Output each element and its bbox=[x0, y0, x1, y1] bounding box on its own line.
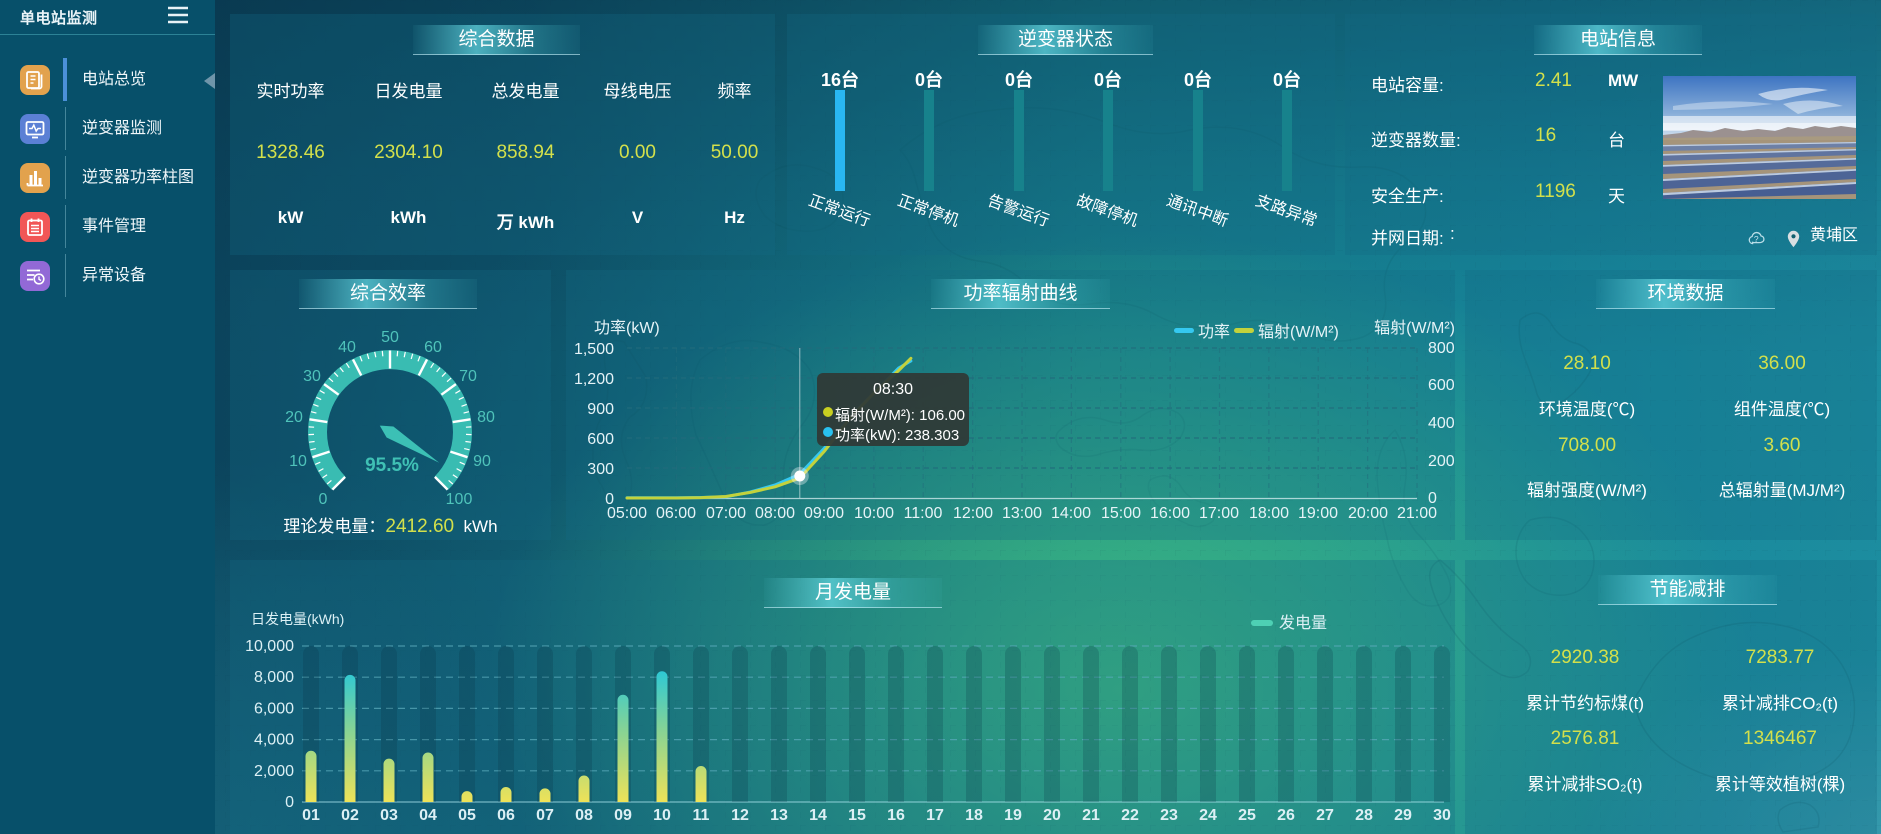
svg-text:04: 04 bbox=[419, 807, 437, 824]
svg-text:0: 0 bbox=[285, 794, 294, 811]
svg-text:09:00: 09:00 bbox=[804, 505, 844, 522]
svg-text:19: 19 bbox=[1004, 807, 1022, 824]
svg-text:30: 30 bbox=[1433, 807, 1451, 824]
svg-text:8,000: 8,000 bbox=[254, 669, 294, 686]
svg-text:300: 300 bbox=[587, 461, 614, 478]
svg-text:07:00: 07:00 bbox=[706, 505, 746, 522]
svg-text:95.5%: 95.5% bbox=[365, 455, 419, 476]
svg-text:13:00: 13:00 bbox=[1002, 505, 1042, 522]
svg-text:600: 600 bbox=[1428, 377, 1455, 394]
svg-text:50: 50 bbox=[381, 329, 399, 346]
svg-text:30: 30 bbox=[303, 368, 321, 385]
svg-text:功率: 功率 bbox=[1198, 323, 1230, 341]
svg-text:05:00: 05:00 bbox=[607, 505, 647, 522]
svg-text:40: 40 bbox=[338, 339, 356, 356]
svg-text:19:00: 19:00 bbox=[1298, 505, 1338, 522]
svg-text:200: 200 bbox=[1428, 453, 1455, 470]
svg-text:28: 28 bbox=[1355, 807, 1373, 824]
svg-text:1,500: 1,500 bbox=[574, 341, 614, 358]
svg-text:14:00: 14:00 bbox=[1051, 505, 1091, 522]
svg-text:16:00: 16:00 bbox=[1150, 505, 1190, 522]
svg-text:1,200: 1,200 bbox=[574, 371, 614, 388]
svg-text:辐射(W/M²): 辐射(W/M²) bbox=[1374, 319, 1455, 337]
svg-text:03: 03 bbox=[380, 807, 398, 824]
svg-text:02: 02 bbox=[341, 807, 359, 824]
svg-text:0: 0 bbox=[319, 491, 328, 508]
svg-text:10,000: 10,000 bbox=[245, 638, 294, 655]
svg-text:24: 24 bbox=[1199, 807, 1217, 824]
svg-text:13: 13 bbox=[770, 807, 788, 824]
svg-text:25: 25 bbox=[1238, 807, 1256, 824]
svg-text:20:00: 20:00 bbox=[1348, 505, 1388, 522]
svg-text:08: 08 bbox=[575, 807, 593, 824]
svg-text:18: 18 bbox=[965, 807, 983, 824]
svg-text:20: 20 bbox=[1043, 807, 1061, 824]
svg-text:23: 23 bbox=[1160, 807, 1178, 824]
svg-text:功率(kW): 功率(kW) bbox=[594, 319, 660, 337]
svg-text:11:00: 11:00 bbox=[904, 505, 943, 522]
svg-text:400: 400 bbox=[1428, 415, 1455, 432]
svg-text:10:00: 10:00 bbox=[854, 505, 894, 522]
svg-text:发电量: 发电量 bbox=[1279, 614, 1327, 632]
svg-text:10: 10 bbox=[653, 807, 671, 824]
svg-text:06:00: 06:00 bbox=[656, 505, 696, 522]
svg-text:17: 17 bbox=[926, 807, 944, 824]
svg-text:11: 11 bbox=[693, 807, 710, 824]
svg-text:辐射(W/M²): 辐射(W/M²) bbox=[1258, 323, 1339, 341]
svg-text:26: 26 bbox=[1277, 807, 1295, 824]
svg-text:800: 800 bbox=[1428, 340, 1455, 357]
svg-text:09: 09 bbox=[614, 807, 632, 824]
svg-text:2,000: 2,000 bbox=[254, 763, 294, 780]
svg-text:日发电量(kWh): 日发电量(kWh) bbox=[251, 611, 344, 627]
svg-text:600: 600 bbox=[587, 431, 614, 448]
svg-text:06: 06 bbox=[497, 807, 515, 824]
svg-text:15:00: 15:00 bbox=[1101, 505, 1141, 522]
svg-text:100: 100 bbox=[446, 491, 473, 508]
svg-text:01: 01 bbox=[302, 807, 320, 824]
svg-text:4,000: 4,000 bbox=[254, 732, 294, 749]
svg-text:?: ? bbox=[1754, 234, 1759, 244]
svg-text:80: 80 bbox=[477, 409, 495, 426]
svg-text:0: 0 bbox=[605, 491, 614, 508]
svg-text:21: 21 bbox=[1082, 807, 1100, 824]
svg-text:15: 15 bbox=[848, 807, 866, 824]
svg-text:16: 16 bbox=[887, 807, 905, 824]
svg-text:6,000: 6,000 bbox=[254, 700, 294, 717]
svg-text:900: 900 bbox=[587, 401, 614, 418]
svg-text:20: 20 bbox=[285, 409, 303, 426]
svg-text:21:00: 21:00 bbox=[1397, 505, 1437, 522]
svg-text:70: 70 bbox=[459, 368, 477, 385]
svg-text:60: 60 bbox=[424, 339, 442, 356]
svg-text:90: 90 bbox=[473, 453, 491, 470]
svg-text:07: 07 bbox=[536, 807, 554, 824]
svg-text:14: 14 bbox=[809, 807, 827, 824]
svg-text:27: 27 bbox=[1316, 807, 1334, 824]
svg-text:10: 10 bbox=[289, 453, 307, 470]
svg-text:29: 29 bbox=[1394, 807, 1412, 824]
svg-text:22: 22 bbox=[1121, 807, 1139, 824]
svg-text:12: 12 bbox=[731, 807, 749, 824]
svg-text:0: 0 bbox=[1428, 490, 1437, 507]
svg-text:08:00: 08:00 bbox=[755, 505, 795, 522]
svg-text:05: 05 bbox=[458, 807, 476, 824]
svg-text:12:00: 12:00 bbox=[953, 505, 993, 522]
svg-text:17:00: 17:00 bbox=[1199, 505, 1239, 522]
svg-text:18:00: 18:00 bbox=[1249, 505, 1289, 522]
